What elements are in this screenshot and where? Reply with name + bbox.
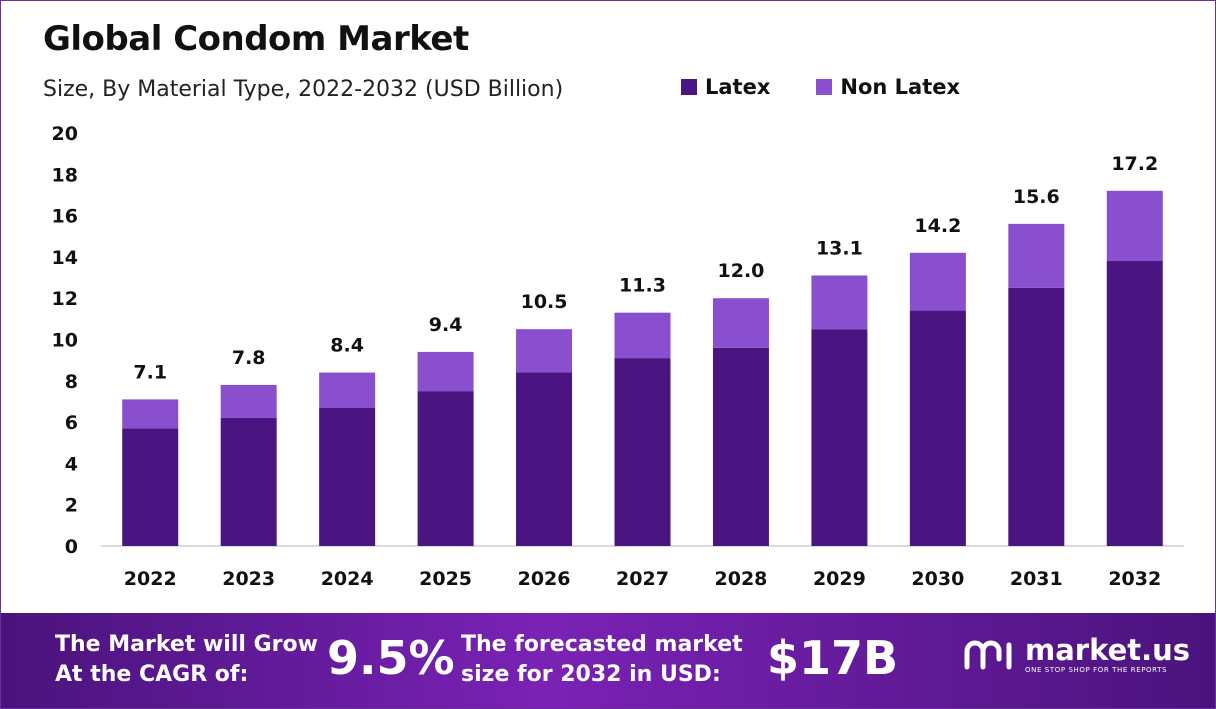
- footer-banner: The Market will Grow At the CAGR of: 9.5…: [1, 613, 1215, 708]
- bar-non-latex: [516, 329, 573, 373]
- brand-tagline: ONE STOP SHOP FOR THE REPORTS: [1025, 666, 1168, 674]
- legend-swatch-latex: [681, 79, 697, 95]
- bar-latex: [614, 358, 671, 546]
- bar-non-latex: [220, 384, 277, 418]
- y-tick-label: 20: [52, 123, 78, 145]
- market-us-logo-icon: [964, 640, 1012, 669]
- forecast-label: The forecasted market size for 2032 in U…: [461, 630, 743, 690]
- x-tick-label: 2023: [222, 568, 275, 590]
- legend-swatch-non-latex: [816, 79, 833, 95]
- brand-name: market.us: [1025, 633, 1191, 667]
- x-tick-label: 2031: [1010, 568, 1063, 590]
- data-label-total: 8.4: [330, 335, 364, 357]
- y-tick-label: 2: [65, 495, 78, 517]
- y-tick-label: 14: [52, 247, 78, 269]
- y-tick-label: 18: [52, 164, 78, 186]
- bar-latex: [417, 391, 474, 546]
- x-tick-label: 2022: [124, 568, 177, 590]
- data-label-total: 13.1: [816, 237, 863, 259]
- bar-non-latex: [417, 351, 474, 392]
- data-label-total: 7.1: [133, 361, 167, 383]
- legend-item-latex: Latex: [681, 75, 770, 99]
- x-tick-label: 2032: [1108, 568, 1161, 590]
- chart-legend: Latex Non Latex: [681, 75, 1006, 99]
- x-tick-label: 2027: [616, 568, 669, 590]
- legend-item-non-latex: Non Latex: [816, 75, 960, 99]
- forecast-label-line2: size for 2032 in USD:: [461, 662, 721, 687]
- x-tick-label: 2028: [715, 568, 768, 590]
- legend-label-latex: Latex: [705, 75, 771, 99]
- bar-latex: [220, 417, 277, 546]
- bar-latex: [319, 407, 376, 546]
- y-tick-label: 4: [65, 453, 78, 475]
- bar-latex: [516, 372, 573, 546]
- x-tick-label: 2026: [518, 568, 571, 590]
- bar-non-latex: [1008, 223, 1065, 288]
- forecast-value: $17B: [767, 631, 899, 685]
- bar-latex: [1008, 287, 1065, 546]
- chart-title: Global Condom Market: [43, 19, 469, 59]
- chart-subtitle: Size, By Material Type, 2022-2032 (USD B…: [43, 77, 564, 102]
- data-label-total: 9.4: [429, 314, 463, 336]
- cagr-label-line2: At the CAGR of:: [55, 662, 249, 687]
- bar-non-latex: [909, 252, 966, 311]
- y-tick-label: 12: [52, 288, 78, 310]
- bar-latex: [122, 428, 179, 546]
- bar-latex: [909, 310, 966, 546]
- bar-chart: 0 2 4 6 8 10 12 14 16 18 20 7.1 2022 7.8 2023 8.4 2024 9.…: [52, 123, 1184, 590]
- data-label-total: 14.2: [914, 215, 961, 237]
- x-tick-label: 2025: [419, 568, 472, 590]
- bar-non-latex: [1106, 190, 1163, 262]
- bar-latex: [712, 347, 769, 546]
- bar-non-latex: [712, 298, 769, 348]
- x-tick-label: 2024: [321, 568, 374, 590]
- bar-non-latex: [319, 372, 376, 408]
- data-label-total: 10.5: [521, 291, 568, 313]
- bar-latex: [811, 329, 868, 546]
- cagr-label: The Market will Grow At the CAGR of:: [55, 630, 318, 690]
- forecast-label-line1: The forecasted market: [461, 632, 743, 657]
- data-label-total: 15.6: [1013, 186, 1060, 208]
- data-label-total: 12.0: [718, 260, 765, 282]
- data-label-total: 7.8: [232, 347, 266, 369]
- brand-logo: market.us ONE STOP SHOP FOR THE REPORTS: [963, 635, 1190, 674]
- bar-latex: [1106, 261, 1163, 546]
- legend-label-non-latex: Non Latex: [840, 75, 961, 99]
- y-tick-label: 8: [65, 371, 78, 393]
- x-tick-label: 2030: [911, 568, 964, 590]
- data-label-total: 17.2: [1111, 153, 1158, 175]
- data-label-total: 11.3: [619, 275, 666, 297]
- bar-non-latex: [122, 399, 179, 429]
- y-tick-label: 0: [65, 536, 78, 558]
- y-tick-label: 10: [52, 330, 78, 352]
- cagr-value: 9.5%: [327, 631, 455, 685]
- cagr-label-line1: The Market will Grow: [55, 632, 318, 657]
- bar-non-latex: [614, 312, 671, 359]
- y-tick-label: 16: [52, 206, 78, 228]
- y-tick-label: 6: [65, 412, 78, 434]
- x-tick-label: 2029: [813, 568, 866, 590]
- bar-non-latex: [811, 275, 868, 330]
